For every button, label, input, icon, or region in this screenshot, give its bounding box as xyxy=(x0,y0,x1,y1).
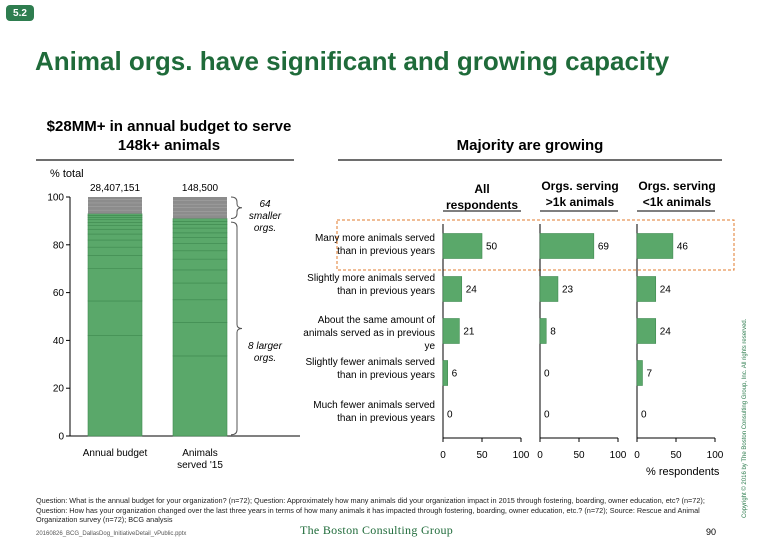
right-title-rule xyxy=(338,159,722,161)
data-label: 24 xyxy=(660,327,672,338)
series-header-large: Orgs. serving >1k animals xyxy=(541,179,619,209)
copyright: Copyright © 2016 by The Boston Consultin… xyxy=(742,318,748,518)
data-label: 21 xyxy=(463,327,475,338)
x-category-label: Annual budget xyxy=(83,448,148,459)
category-label-much-fewer: Much fewer animals served than in previo… xyxy=(313,400,435,424)
brace-larger-label: 8 larger xyxy=(248,341,283,352)
x-tick-label: 50 xyxy=(670,450,682,461)
bar xyxy=(442,360,448,386)
brace-smaller-label: 64 xyxy=(259,199,271,210)
y-tick-label: 20 xyxy=(53,384,65,395)
bar-total-label: 148,500 xyxy=(182,183,219,194)
category-label-same: About the same amount of animals served … xyxy=(303,315,435,352)
brace-larger-label: orgs. xyxy=(254,353,276,364)
data-label: 0 xyxy=(544,369,550,380)
y-tick-label: 80 xyxy=(53,240,65,251)
data-label: 0 xyxy=(447,410,453,421)
y-tick-label: 0 xyxy=(58,432,64,443)
data-label: 50 xyxy=(486,242,498,253)
x-tick-label: 0 xyxy=(634,450,640,461)
bar xyxy=(442,318,460,344)
bar xyxy=(636,360,643,386)
bar xyxy=(636,318,657,344)
brace-smaller-label: orgs. xyxy=(254,223,276,234)
y-tick-label: 100 xyxy=(47,193,64,204)
brace-larger-orgs xyxy=(230,221,243,436)
data-label: 6 xyxy=(452,369,458,380)
series-header-all: All respondents xyxy=(445,182,518,212)
stacked-segment xyxy=(87,300,143,336)
x-tick-label: 0 xyxy=(440,450,446,461)
y-axis-title: % total xyxy=(50,168,84,180)
bar xyxy=(636,233,674,259)
stacked-segment xyxy=(172,322,228,357)
page-number: 90 xyxy=(706,527,717,537)
x-category-label: Animals xyxy=(182,448,218,459)
brace-smaller-orgs xyxy=(230,196,243,220)
stacked-segment xyxy=(87,335,143,437)
y-tick-label: 60 xyxy=(53,288,65,299)
bar xyxy=(539,318,547,344)
file-name: 20160826_BCG_DallasDog_InitiativeDetail_… xyxy=(36,531,187,537)
category-label-slightly-fewer: Slightly fewer animals served than in pr… xyxy=(305,357,436,381)
section-badge: 5.2 xyxy=(6,5,34,21)
data-label: 69 xyxy=(598,242,610,253)
bar xyxy=(442,233,483,259)
stacked-segment xyxy=(172,355,228,437)
x-tick-label: 50 xyxy=(476,450,488,461)
x-tick-label: 100 xyxy=(610,450,627,461)
bar xyxy=(442,276,463,302)
bar xyxy=(636,276,657,302)
data-label: 0 xyxy=(641,410,647,421)
data-label: 24 xyxy=(466,285,478,296)
right-section-title: Majority are growing xyxy=(456,137,604,154)
bar xyxy=(539,233,595,259)
category-label-many-more: Many more animals served than in previou… xyxy=(314,233,435,257)
brace-smaller-label: smaller xyxy=(249,211,282,222)
data-label: 46 xyxy=(677,242,689,253)
bar-total-label: 28,407,151 xyxy=(90,183,140,194)
slide-title: Animal orgs. have significant and growin… xyxy=(35,46,670,76)
stacked-segment-gray xyxy=(88,197,142,214)
category-label-slightly-more: Slightly more animals served than in pre… xyxy=(307,273,435,297)
left-section-title: $28MM+ in annual budget to serve 148k+ a… xyxy=(46,118,292,154)
data-label: 0 xyxy=(544,410,550,421)
data-label: 23 xyxy=(562,285,574,296)
data-label: 8 xyxy=(550,327,556,338)
x-category-label: served '15 xyxy=(177,460,223,471)
left-title-rule xyxy=(36,159,294,161)
footnote: Question: What is the annual budget for … xyxy=(36,496,705,524)
x-tick-label: 50 xyxy=(573,450,585,461)
y-tick-label: 40 xyxy=(53,336,65,347)
x-axis-title: % respondents xyxy=(646,466,720,478)
bcg-logo: The Boston Consulting Group xyxy=(300,523,454,537)
x-tick-label: 0 xyxy=(537,450,543,461)
series-header-small: Orgs. serving <1k animals xyxy=(638,179,716,209)
x-tick-label: 100 xyxy=(513,450,530,461)
bar xyxy=(539,276,559,302)
highlight-box xyxy=(336,219,735,271)
data-label: 24 xyxy=(660,285,672,296)
data-label: 7 xyxy=(646,369,652,380)
x-tick-label: 100 xyxy=(707,450,724,461)
stacked-segment xyxy=(87,268,143,302)
